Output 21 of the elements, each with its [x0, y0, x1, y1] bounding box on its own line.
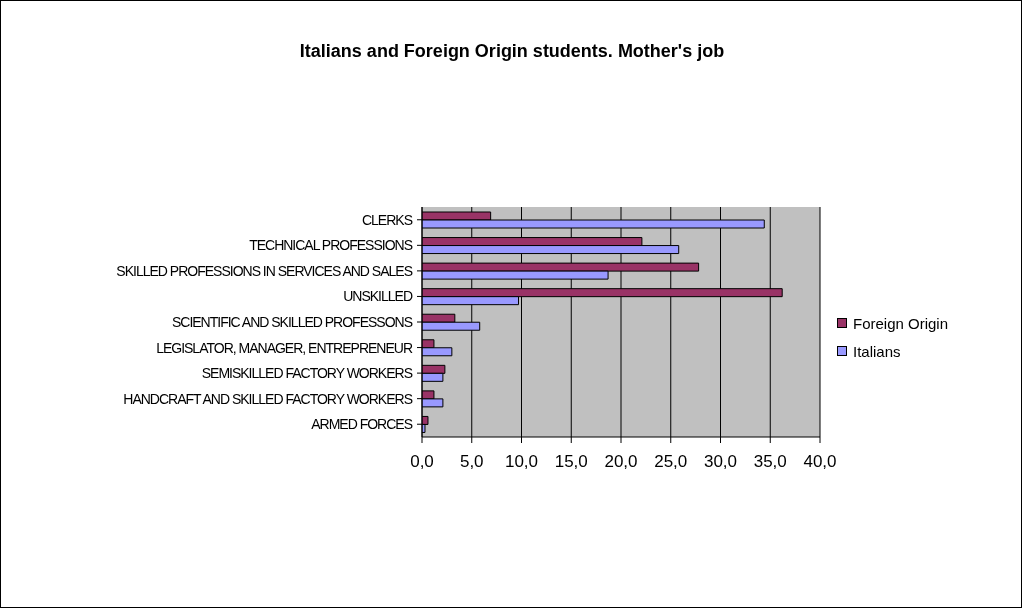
y-tick-label: SEMISKILLED FACTORY WORKERS — [201, 365, 413, 382]
y-tick-label: LEGISLATOR, MANAGER, ENTREPRENEUR — [156, 339, 413, 356]
y-tick-label: SKILLED PROFESSIONS IN SERVICES AND SALES — [116, 262, 413, 279]
y-tick-label: UNSKILLED — [343, 288, 413, 305]
y-tick-label: SCIENTIFIC AND SKILLED PROFESSONS — [171, 313, 413, 330]
x-tick-label: 0,0 — [410, 452, 434, 472]
x-tick-label: 5,0 — [459, 452, 484, 472]
x-tick-label: 20,0 — [604, 452, 638, 472]
x-tick-label: 30,0 — [703, 452, 738, 472]
x-tick-label: 25,0 — [654, 452, 688, 472]
y-tick-label: ARMED FORCES — [311, 416, 413, 433]
y-tick-label: HANDCRAFT AND SKILLED FACTORY WORKERS — [123, 390, 413, 407]
x-tick-label: 10,0 — [504, 452, 539, 472]
legend-label: Foreign Origin — [853, 314, 949, 332]
chart-title: Italians and Foreign Origin students. Mother's job — [298, 41, 726, 62]
y-tick-label: TECHNICAL PROFESSIONS — [249, 237, 413, 254]
y-tick-label: CLERKS — [361, 211, 413, 228]
legend-label: Italians — [853, 342, 901, 360]
x-tick-label: 40,0 — [803, 452, 837, 472]
x-tick-label: 15,0 — [554, 452, 588, 472]
x-tick-label: 35,0 — [753, 452, 787, 472]
